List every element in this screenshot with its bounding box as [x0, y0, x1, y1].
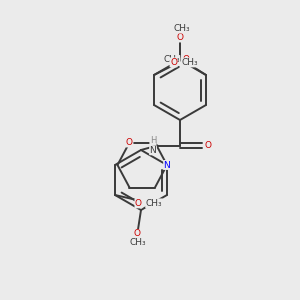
Text: CH₃: CH₃: [163, 56, 180, 64]
Text: H: H: [150, 136, 156, 145]
Text: O: O: [183, 56, 190, 64]
Text: CH₃: CH₃: [181, 58, 198, 67]
Text: N: N: [164, 160, 170, 169]
Text: O: O: [135, 199, 142, 208]
Text: O: O: [205, 141, 212, 150]
Text: N: N: [150, 146, 156, 155]
Text: CH₃: CH₃: [146, 199, 162, 208]
Text: CH₃: CH₃: [173, 24, 190, 33]
Text: O: O: [134, 230, 141, 238]
Text: O: O: [170, 58, 177, 67]
Text: O: O: [176, 33, 184, 42]
Text: O: O: [126, 138, 133, 147]
Text: CH₃: CH₃: [129, 238, 146, 247]
